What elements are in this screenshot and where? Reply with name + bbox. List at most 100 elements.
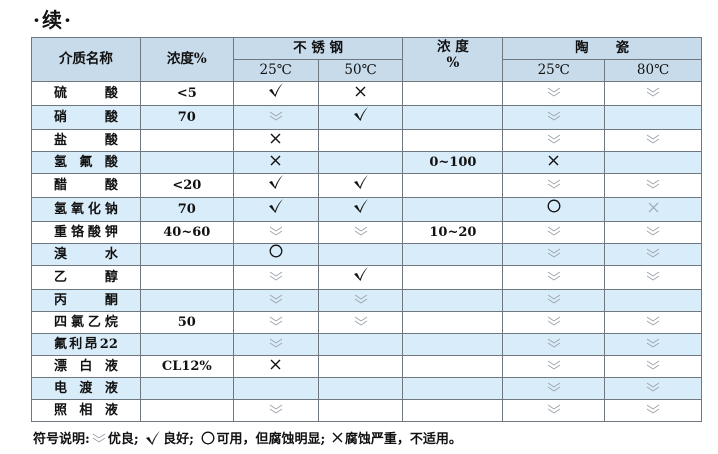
- rating-cell-s50: [317, 129, 404, 152]
- rating-cell-s50: [317, 81, 404, 106]
- excellent-icon: [547, 83, 561, 104]
- excellent-icon: [269, 290, 283, 311]
- excellent-icon: [646, 378, 660, 399]
- cross-icon: [648, 199, 659, 220]
- rating-cell-c80: [604, 399, 702, 422]
- excellent-icon: [547, 267, 561, 288]
- check-icon: [353, 198, 369, 221]
- legend-excellent: 优良;: [107, 432, 139, 447]
- excellent-icon: [646, 267, 660, 288]
- table-row: 丙 酮: [31, 289, 702, 312]
- excellent-icon: [269, 107, 283, 128]
- medium-name: 氢氧化钠: [54, 202, 118, 217]
- header-steel-50: 50℃: [317, 59, 404, 82]
- concentration-2-cell: 0~100: [402, 151, 504, 174]
- medium-name-cell: 丙 酮: [31, 289, 141, 312]
- legend-prefix: 符号说明:: [33, 432, 90, 447]
- cross-icon: [270, 356, 281, 377]
- rating-cell-s25: [232, 265, 319, 290]
- rating-cell-c25: [502, 289, 606, 312]
- rating-cell-s25: [232, 151, 319, 174]
- excellent-icon: [547, 400, 561, 421]
- excellent-icon: [646, 312, 660, 333]
- table-row: 照 相 液: [31, 399, 702, 422]
- medium-name-cell: 照 相 液: [31, 399, 141, 422]
- table-row: 氟利昂22: [31, 333, 702, 356]
- medium-name: 照 相 液: [54, 403, 118, 418]
- concentration-2-cell: 10~20: [402, 221, 504, 244]
- table-row: 溴 水: [31, 243, 702, 266]
- check-icon: [268, 174, 284, 197]
- concentration-2-cell: [402, 197, 504, 222]
- excellent-icon: [547, 378, 561, 399]
- check-icon: [353, 266, 369, 289]
- medium-name-cell: 四氯乙烷: [31, 311, 141, 334]
- table-row: 盐 酸: [31, 129, 702, 152]
- concentration-2-cell: [402, 377, 504, 400]
- rating-cell-s50: [317, 173, 404, 198]
- excellent-icon: [646, 356, 660, 377]
- concentration-cell: [139, 289, 234, 312]
- table-row: 漂 白 液 CL12%: [31, 355, 702, 378]
- excellent-icon: [92, 432, 106, 447]
- table-row: 四氯乙烷 50: [31, 311, 702, 334]
- table-row: 电 渡 液: [31, 377, 702, 400]
- cross-icon: [355, 83, 366, 104]
- rating-cell-s25: [232, 377, 319, 400]
- circle-icon: [547, 199, 561, 220]
- rating-cell-c80: [604, 197, 702, 222]
- concentration-cell: [139, 377, 234, 400]
- circle-icon: [269, 244, 283, 265]
- concentration-2-cell: [402, 129, 504, 152]
- excellent-icon: [547, 334, 561, 355]
- concentration-cell: 40~60: [139, 221, 234, 244]
- excellent-icon: [646, 175, 660, 196]
- rating-cell-s50: [317, 197, 404, 222]
- concentration-2-cell: [402, 399, 504, 422]
- legend-poor: 腐蚀严重，不适用。: [344, 432, 462, 447]
- concentration-2-cell: [402, 173, 504, 198]
- rating-cell-s25: [232, 221, 319, 244]
- page-title: ·续·: [33, 8, 73, 32]
- rating-cell-s25: [232, 311, 319, 334]
- table-row: 重铬酸钾 40~60 10~20: [31, 221, 702, 244]
- concentration-2-cell: [402, 289, 504, 312]
- rating-cell-c80: [604, 265, 702, 290]
- cross-icon: [270, 152, 281, 173]
- rating-cell-s25: [232, 129, 319, 152]
- rating-cell-s50: [317, 243, 404, 266]
- rating-cell-s50: [317, 333, 404, 356]
- rating-cell-s50: [317, 377, 404, 400]
- rating-cell-s50: [317, 151, 404, 174]
- excellent-icon: [269, 222, 283, 243]
- medium-name-cell: 重铬酸钾: [31, 221, 141, 244]
- excellent-icon: [547, 130, 561, 151]
- rating-cell-c25: [502, 399, 606, 422]
- rating-cell-s25: [232, 81, 319, 106]
- legend-good: 良好;: [163, 432, 194, 447]
- excellent-icon: [547, 222, 561, 243]
- concentration-cell: [139, 265, 234, 290]
- check-icon: [145, 430, 161, 450]
- concentration-cell: [139, 399, 234, 422]
- rating-cell-c25: [502, 129, 606, 152]
- concentration-cell: [139, 151, 234, 174]
- medium-name-cell: 硫 酸: [31, 81, 141, 106]
- rating-cell-c25: [502, 243, 606, 266]
- excellent-icon: [269, 400, 283, 421]
- rating-cell-s50: [317, 399, 404, 422]
- rating-cell-s50: [317, 265, 404, 290]
- rating-cell-s25: [232, 399, 319, 422]
- circle-icon: [201, 431, 215, 449]
- excellent-icon: [354, 290, 368, 311]
- excellent-icon: [646, 400, 660, 421]
- concentration-2-cell: [402, 105, 504, 130]
- rating-cell-c25: [502, 221, 606, 244]
- header-ceramic-25: 25℃: [502, 59, 606, 82]
- concentration-cell: [139, 129, 234, 152]
- concentration-2-cell: [402, 265, 504, 290]
- excellent-icon: [269, 334, 283, 355]
- rating-cell-s50: [317, 289, 404, 312]
- medium-name: 四氯乙烷: [54, 315, 118, 330]
- excellent-icon: [646, 334, 660, 355]
